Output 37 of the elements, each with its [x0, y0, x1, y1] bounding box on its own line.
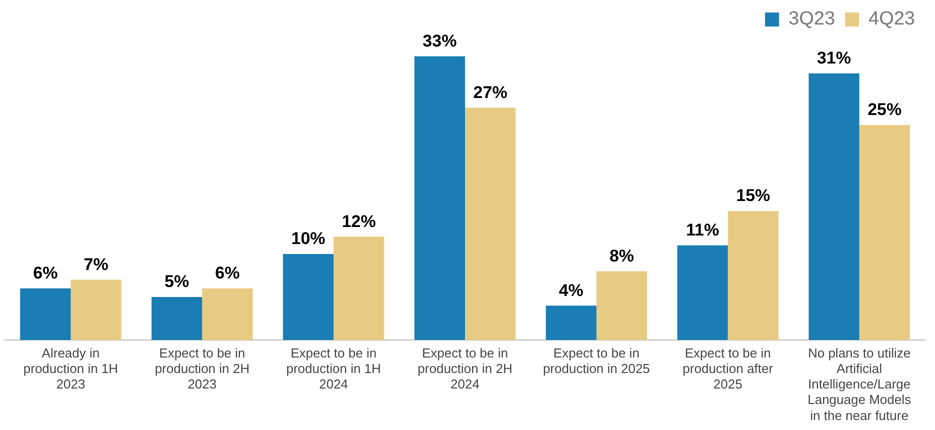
bar — [152, 297, 202, 340]
bar — [808, 73, 860, 340]
bar — [465, 108, 516, 340]
bar — [334, 236, 384, 340]
data-label: 6% — [215, 264, 240, 283]
bar — [596, 271, 648, 340]
x-tick-label: Expect to be in production in 1H 2024 — [286, 345, 381, 392]
x-tick-label: Expect to be in production after 2025 — [682, 345, 774, 392]
legend-label: 4Q23 — [868, 8, 916, 30]
x-tick-label: Expect to be in production in 2H 2023 — [154, 345, 250, 392]
x-tick-label: No plans to utilize Artificial Intelligence/Large Language Models in the near future — [808, 345, 912, 423]
bar — [546, 306, 596, 340]
bar — [859, 125, 910, 340]
data-label: 5% — [164, 272, 190, 292]
data-label: 25% — [868, 100, 902, 120]
data-label: 33% — [422, 31, 457, 50]
x-tick-label: Expect to be in production in 2H 2024 — [418, 345, 512, 392]
data-label: 6% — [33, 264, 58, 283]
data-label: 10% — [291, 229, 326, 248]
legend-label: 3Q23 — [788, 8, 836, 30]
x-tick-label: Expect to be in production in 2025 — [542, 345, 650, 376]
data-label: 15% — [736, 186, 770, 206]
bar — [282, 254, 334, 340]
data-label: 11% — [686, 220, 720, 240]
bar — [728, 211, 778, 340]
bar — [677, 245, 728, 340]
data-label: 31% — [816, 48, 851, 68]
data-label: 4% — [558, 280, 584, 300]
bar — [202, 288, 253, 340]
bar — [414, 56, 465, 340]
bar — [20, 288, 71, 340]
data-label: 7% — [84, 254, 108, 274]
data-label: 27% — [473, 82, 508, 102]
data-label: 8% — [609, 246, 634, 266]
x-tick-label: Already in production in 1H 2023 — [23, 345, 118, 392]
data-label: 12% — [342, 212, 376, 231]
bar — [70, 280, 122, 340]
